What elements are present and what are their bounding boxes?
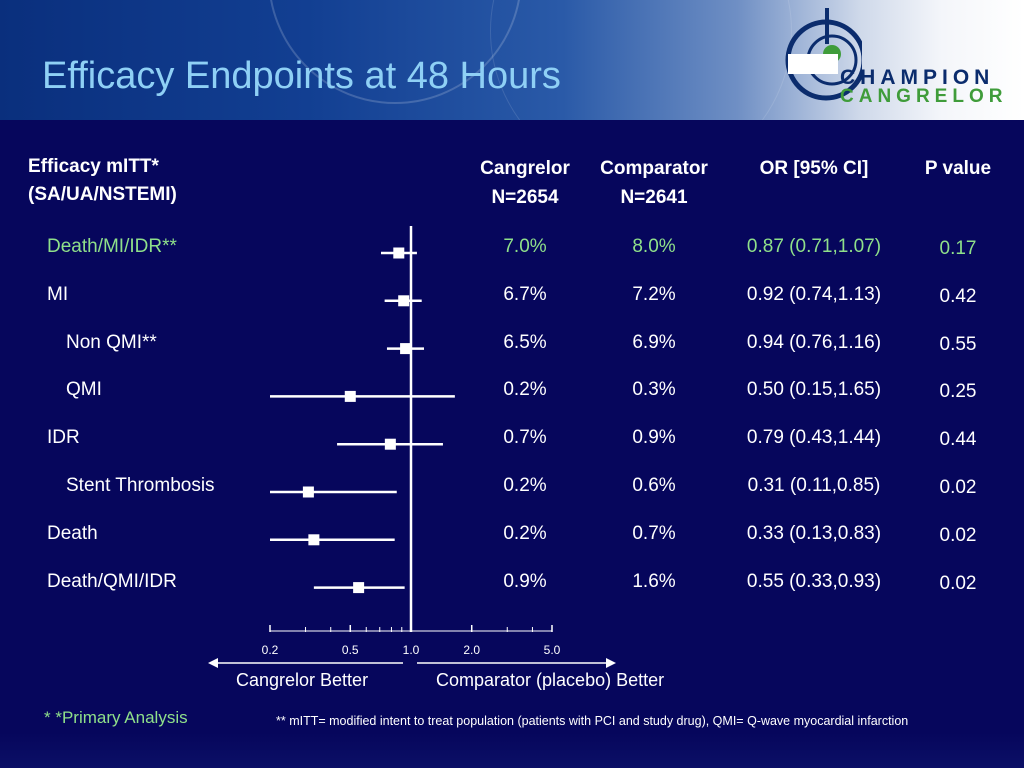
cell-comparator: 0.6% bbox=[632, 475, 676, 496]
header-comparator: Comparator bbox=[600, 158, 708, 179]
group-label-line1: Efficacy mITT* bbox=[28, 156, 159, 177]
cell-p-value: 0.02 bbox=[939, 524, 977, 546]
cell-cangrelor: 0.2% bbox=[503, 379, 547, 401]
point-estimate bbox=[353, 582, 365, 594]
cell-comparator: 0.3% bbox=[632, 379, 676, 401]
cell-comparator: 1.6% bbox=[632, 570, 676, 592]
arrow-right-head-icon bbox=[606, 658, 616, 668]
point-estimate bbox=[384, 438, 396, 450]
header-cangrelor-n: N=2654 bbox=[491, 187, 559, 208]
direction-label-right: Comparator (placebo) Better bbox=[436, 670, 665, 690]
slide-title: Efficacy Endpoints at 48 Hours bbox=[42, 55, 561, 97]
cell-p-value: 0.44 bbox=[939, 429, 977, 451]
row-label: Non QMI** bbox=[66, 331, 157, 353]
cell-comparator: 7.2% bbox=[632, 283, 676, 305]
x-tick-label: 2.0 bbox=[463, 643, 480, 657]
logo-word-champion: CHAMPION bbox=[840, 66, 995, 89]
cell-comparator: 0.9% bbox=[632, 427, 676, 449]
cell-p-value: 0.25 bbox=[939, 381, 977, 403]
point-estimate bbox=[344, 390, 356, 402]
cell-p-value: 0.02 bbox=[939, 572, 977, 594]
point-estimate bbox=[400, 343, 412, 355]
cell-cangrelor: 7.0% bbox=[503, 236, 547, 257]
cell-or-ci: 0.92 (0.74,1.13) bbox=[746, 283, 882, 305]
point-estimate bbox=[308, 534, 320, 546]
x-tick-label: 0.2 bbox=[262, 643, 279, 657]
cell-or-ci: 0.31 (0.11,0.85) bbox=[747, 475, 881, 496]
point-estimate bbox=[302, 486, 314, 498]
cell-cangrelor: 6.5% bbox=[503, 331, 547, 353]
cell-or-ci: 0.55 (0.33,0.93) bbox=[746, 570, 882, 592]
cell-comparator: 8.0% bbox=[632, 236, 676, 257]
cell-p-value: 0.55 bbox=[939, 333, 977, 355]
slide-header bbox=[0, 0, 1024, 120]
cell-or-ci: 0.87 (0.71,1.07) bbox=[746, 236, 882, 257]
logo-word-cangrelor: CANGRELOR bbox=[840, 86, 1008, 107]
x-tick-label: 5.0 bbox=[544, 643, 561, 657]
cell-comparator: 0.7% bbox=[632, 522, 676, 544]
point-estimate bbox=[393, 247, 405, 259]
champion-cangrelor-logo: CHAMPION CANGRELOR bbox=[782, 6, 1018, 114]
cell-p-value: 0.17 bbox=[939, 238, 977, 259]
cell-p-value: 0.02 bbox=[939, 477, 977, 498]
cell-cangrelor: 6.7% bbox=[503, 283, 547, 305]
row-label: Death/MI/IDR** bbox=[47, 236, 177, 257]
logo-mark-icon bbox=[785, 8, 862, 101]
cell-cangrelor: 0.7% bbox=[503, 427, 547, 449]
header-cangrelor: Cangrelor bbox=[480, 158, 570, 179]
cell-or-ci: 0.94 (0.76,1.16) bbox=[746, 331, 882, 353]
cell-or-ci: 0.33 (0.13,0.83) bbox=[746, 522, 882, 544]
cell-or-ci: 0.50 (0.15,1.65) bbox=[746, 379, 882, 401]
cell-cangrelor: 0.2% bbox=[503, 522, 547, 544]
cell-or-ci: 0.79 (0.43,1.44) bbox=[746, 427, 882, 449]
row-label: Death/QMI/IDR bbox=[47, 570, 177, 592]
footnote-primary: * *Primary Analysis bbox=[44, 708, 188, 727]
bottom-band bbox=[0, 732, 1024, 768]
row-label: Death bbox=[47, 522, 98, 544]
header-p-value: P value bbox=[924, 158, 992, 179]
header-comparator-n: N=2641 bbox=[620, 187, 688, 208]
point-estimate bbox=[398, 295, 410, 307]
cell-cangrelor: 0.9% bbox=[503, 570, 547, 592]
x-tick-label: 1.0 bbox=[403, 643, 420, 657]
x-tick-label: 0.5 bbox=[342, 643, 359, 657]
cell-comparator: 6.9% bbox=[632, 331, 676, 353]
arrow-left-head-icon bbox=[208, 658, 218, 668]
header-or-ci: OR [95% CI] bbox=[759, 158, 869, 179]
row-label: QMI bbox=[66, 379, 102, 401]
row-label: Stent Thrombosis bbox=[66, 475, 215, 496]
direction-label-left: Cangrelor Better bbox=[236, 670, 369, 690]
row-label: MI bbox=[47, 283, 69, 305]
cell-cangrelor: 0.2% bbox=[503, 475, 547, 496]
footnote-definitions: ** mITT= modified intent to treat popula… bbox=[276, 714, 909, 728]
group-label-line2: (SA/UA/NSTEMI) bbox=[28, 184, 177, 205]
cell-p-value: 0.42 bbox=[939, 285, 977, 307]
row-label: IDR bbox=[47, 427, 80, 449]
